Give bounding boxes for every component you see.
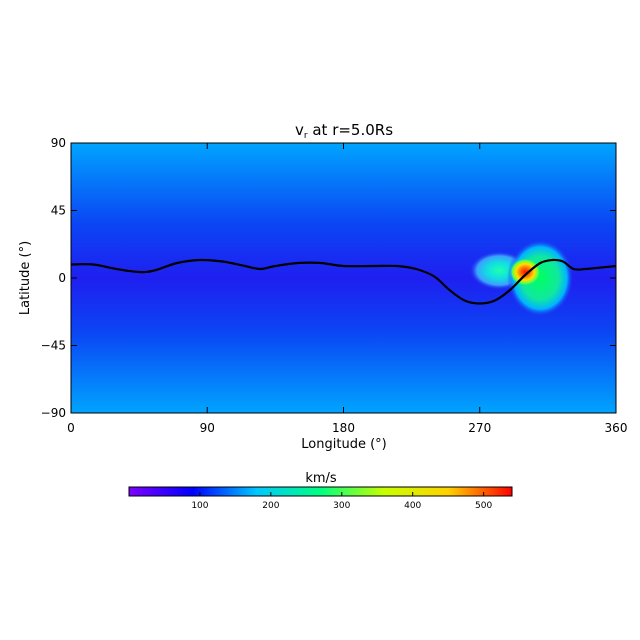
neutral-line (71, 258, 616, 305)
plot-area (71, 143, 616, 413)
x-tick-label: 90 (200, 421, 215, 435)
y-axis-label: Latitude (°) (18, 241, 33, 315)
fast-wind-region-core (510, 258, 541, 286)
fast-wind-regions (469, 239, 574, 317)
title-suffix: at r=5.0Rs (308, 121, 394, 139)
x-tick-label: 0 (67, 421, 75, 435)
y-tick-label: 90 (51, 136, 66, 150)
colorbar-ticks: 100 200 300 400 500 (191, 492, 492, 511)
y-tick-label: −90 (41, 406, 66, 420)
x-tick-label: 270 (468, 421, 491, 435)
colorbar-tick-label: 400 (404, 501, 421, 511)
x-tick-label: 360 (605, 421, 628, 435)
chart-title: vr at r=5.0Rs (295, 121, 393, 141)
colorbar-label: km/s (305, 471, 337, 486)
title-subscript: r (304, 131, 308, 141)
colorbar-tick-label: 300 (333, 501, 350, 511)
y-tick-label: −45 (41, 339, 66, 353)
colorbar-tick-label: 100 (191, 501, 208, 511)
y-axis: 90 45 0 −45 −90 (41, 136, 616, 420)
colorbar-tick-label: 500 (475, 501, 492, 511)
y-tick-label: 0 (58, 271, 66, 285)
x-axis: 0 90 180 270 360 (67, 143, 627, 435)
colorbar (128, 486, 513, 497)
x-axis-label: Longitude (°) (301, 437, 386, 452)
x-tick-label: 180 (332, 421, 355, 435)
colorbar-tick-label: 200 (262, 501, 279, 511)
title-prefix: v (295, 121, 304, 139)
y-tick-label: 45 (51, 204, 66, 218)
fast-wind-region-main (507, 239, 574, 317)
